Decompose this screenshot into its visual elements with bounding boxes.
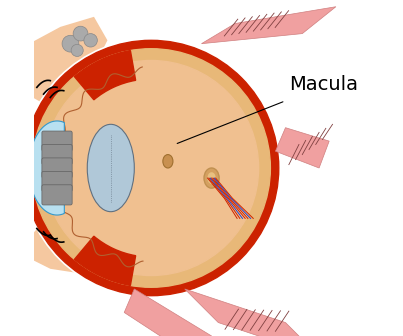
FancyBboxPatch shape (42, 171, 72, 192)
FancyBboxPatch shape (42, 158, 72, 178)
Text: Macula: Macula (289, 75, 358, 94)
Wedge shape (75, 50, 136, 100)
PathPatch shape (17, 218, 108, 276)
FancyBboxPatch shape (42, 144, 72, 165)
PathPatch shape (17, 17, 108, 108)
Circle shape (23, 40, 279, 296)
FancyBboxPatch shape (42, 185, 72, 205)
FancyBboxPatch shape (42, 131, 72, 151)
Circle shape (84, 34, 98, 47)
Circle shape (22, 39, 280, 297)
Polygon shape (29, 121, 64, 215)
Polygon shape (202, 7, 336, 44)
Circle shape (32, 49, 270, 287)
Ellipse shape (87, 124, 134, 212)
Circle shape (44, 60, 259, 276)
Polygon shape (124, 289, 212, 336)
Polygon shape (275, 128, 329, 168)
Circle shape (73, 26, 88, 41)
Circle shape (71, 44, 83, 56)
Ellipse shape (204, 168, 219, 188)
Wedge shape (75, 236, 136, 286)
Circle shape (62, 35, 79, 52)
Ellipse shape (208, 172, 216, 184)
Ellipse shape (163, 155, 173, 168)
Polygon shape (185, 289, 319, 336)
